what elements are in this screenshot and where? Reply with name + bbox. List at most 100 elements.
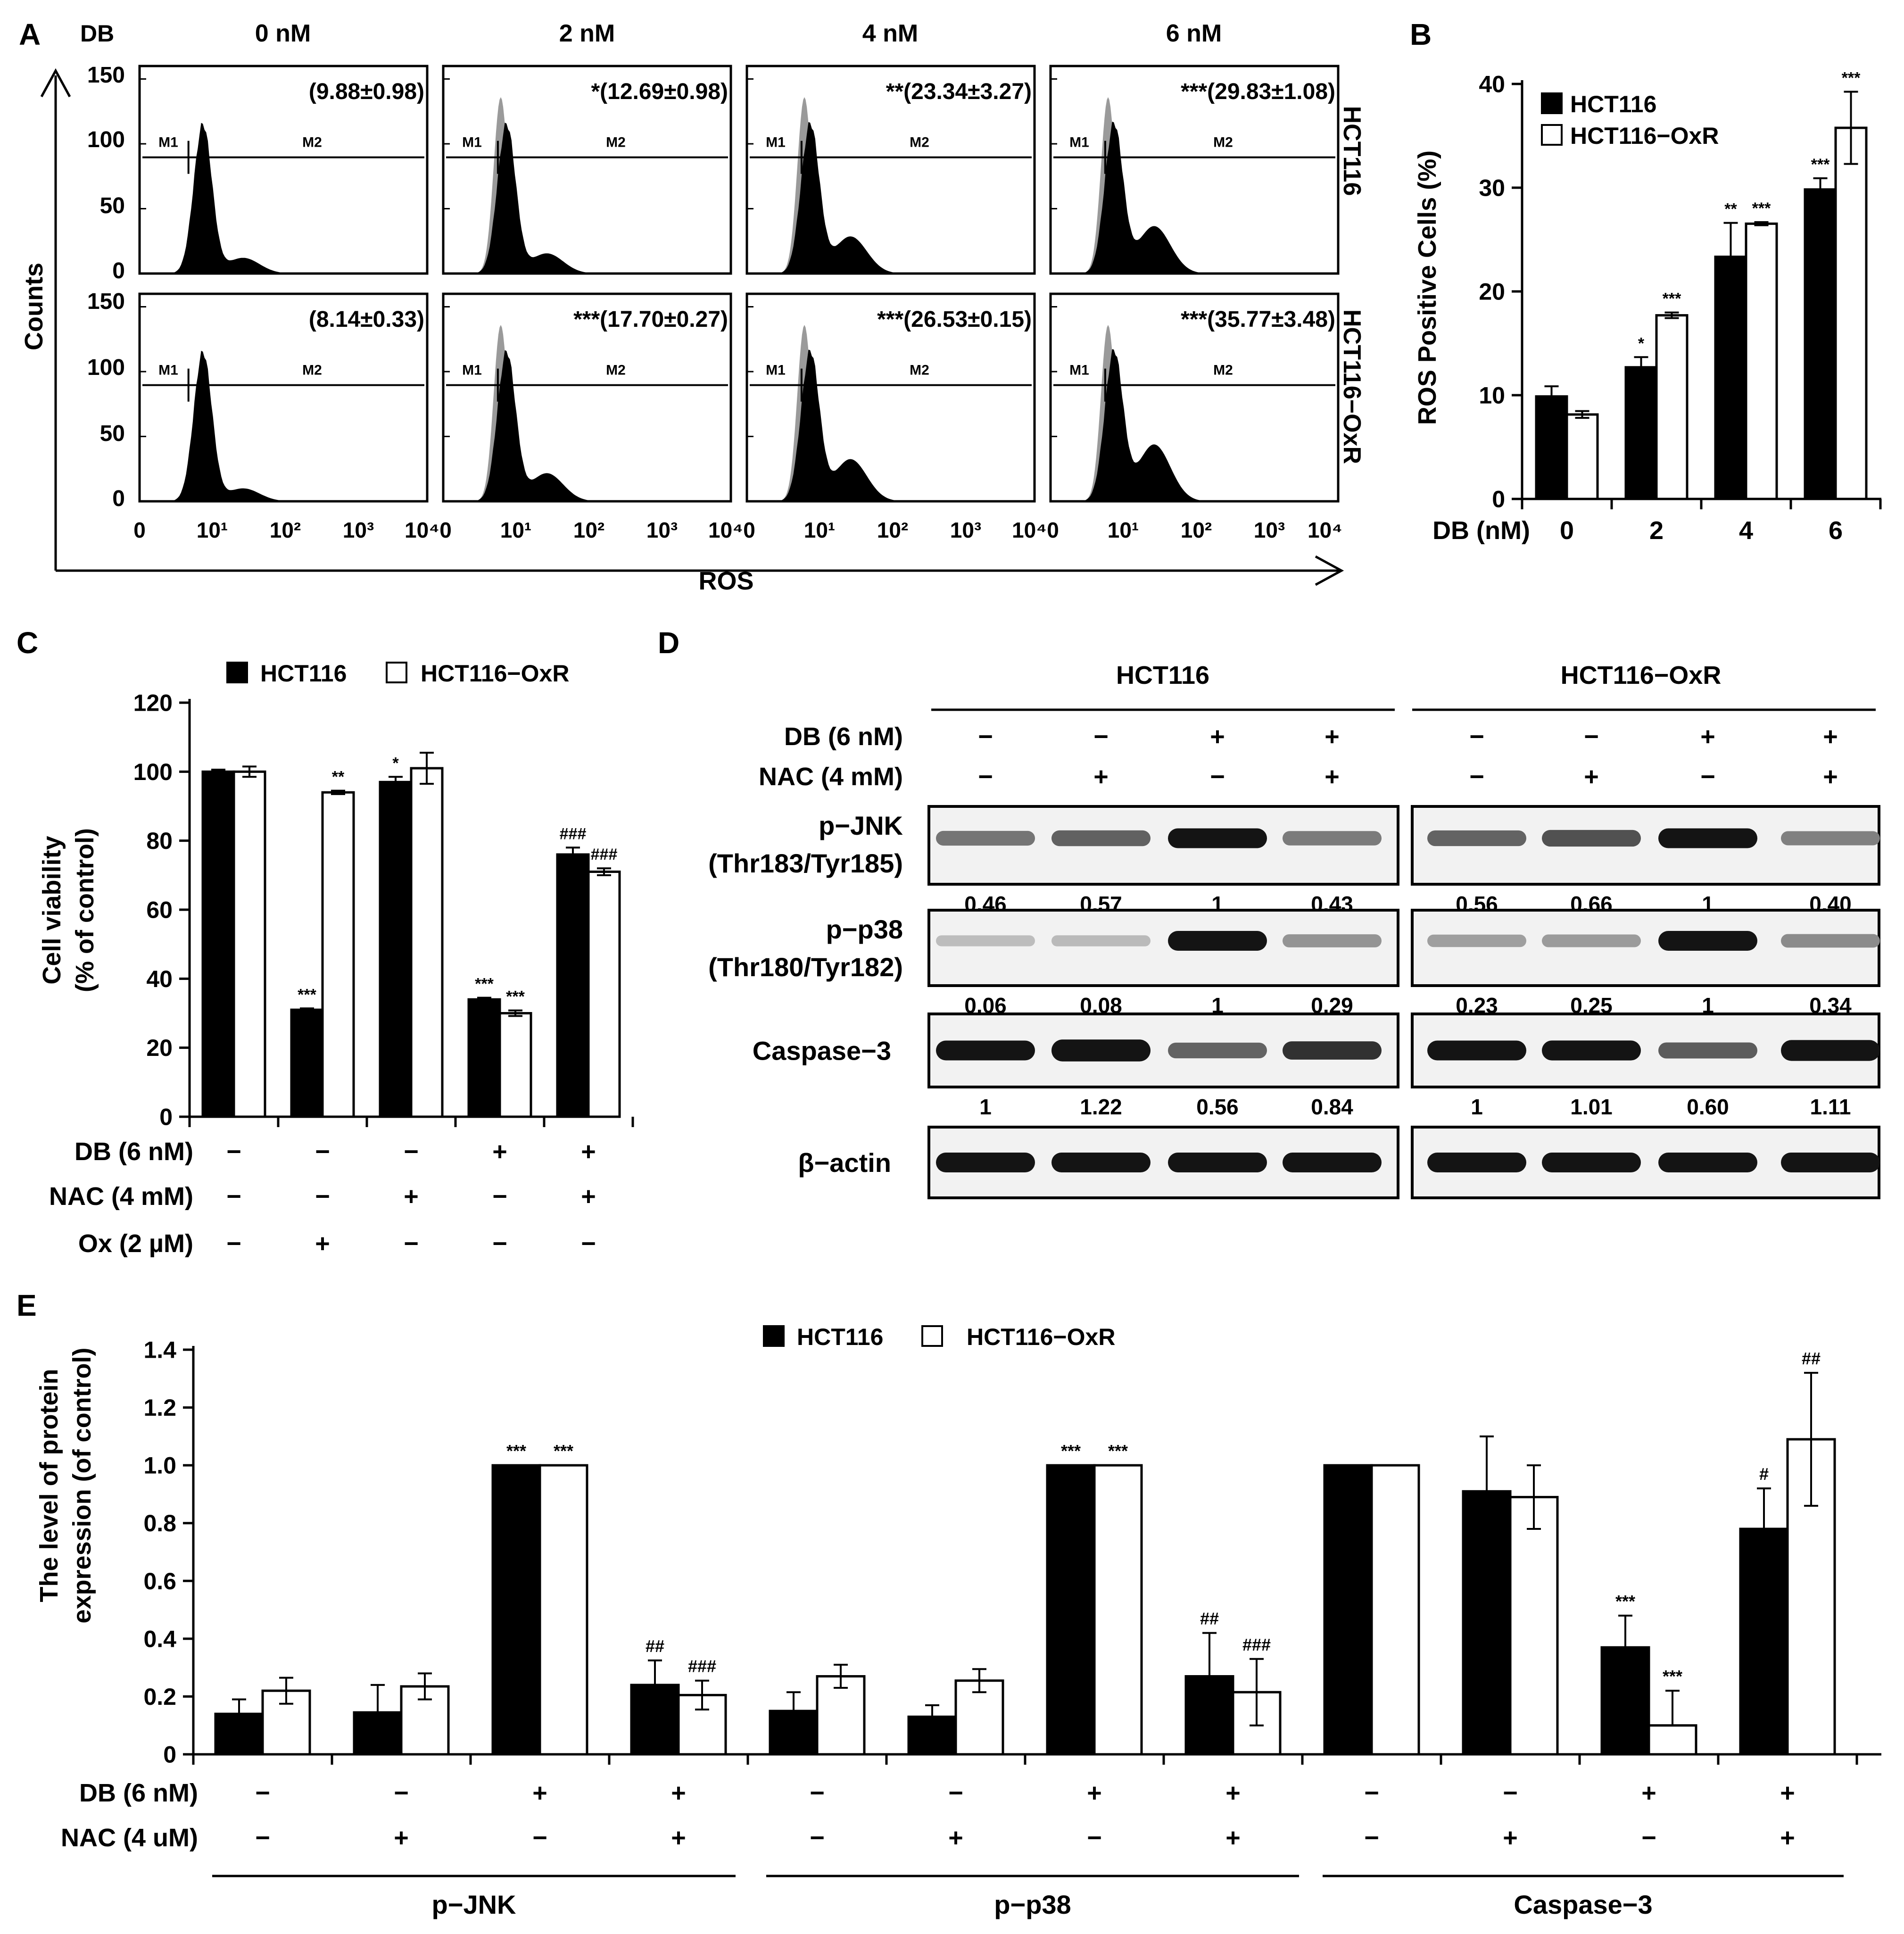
bar-hct116 bbox=[1046, 1464, 1096, 1756]
a-xtick: 10³ bbox=[950, 518, 981, 542]
d-protein-band bbox=[1542, 1153, 1641, 1172]
significance-mark: ## bbox=[646, 1636, 664, 1656]
bar-hct116 bbox=[907, 1715, 957, 1756]
significance-mark: ** bbox=[1724, 200, 1737, 218]
flow-gate-label-m2: M2 bbox=[910, 363, 929, 378]
a-row1-ytick-100: 100 bbox=[87, 355, 125, 380]
significance-mark: * bbox=[1638, 334, 1645, 352]
bar-hct116 bbox=[201, 770, 235, 1118]
d-protein-band bbox=[1051, 935, 1151, 946]
d-protein-band bbox=[1051, 1039, 1151, 1062]
e-condition-sign: + bbox=[1225, 1824, 1241, 1852]
a-xtick: 0 bbox=[1047, 518, 1059, 542]
d-group-title-hct116-oxr: HCT116−OxR bbox=[1561, 661, 1722, 689]
bar-hct116-oxr bbox=[410, 767, 444, 1118]
y-tick-label: 1.4 bbox=[143, 1337, 176, 1363]
d-protein-band bbox=[1427, 1040, 1526, 1061]
a-xtick: 10⁴ bbox=[708, 518, 743, 542]
flow-histogram bbox=[162, 123, 364, 274]
significance-mark: ## bbox=[1200, 1609, 1219, 1628]
bar-hct116-oxr bbox=[1745, 222, 1778, 500]
d-protein-band bbox=[1658, 1042, 1757, 1059]
a-row0-ytick-150: 150 bbox=[87, 63, 125, 88]
bar-hct116 bbox=[290, 1008, 324, 1118]
c-legend-label-hct116-oxr: HCT116−OxR bbox=[421, 660, 569, 687]
significance-mark: *** bbox=[298, 986, 316, 1004]
db-header-label: DB bbox=[80, 20, 114, 47]
c-condition-sign: + bbox=[581, 1182, 596, 1211]
a-xtick: 10³ bbox=[646, 518, 678, 542]
d-protein-band bbox=[1781, 1040, 1880, 1061]
panel-a-y-label: Counts bbox=[20, 263, 48, 350]
d-protein-band bbox=[1427, 830, 1526, 847]
a-xtick: 10⁴ bbox=[1012, 518, 1047, 542]
panel-c-y-label-line2: (% of control) bbox=[71, 828, 99, 992]
y-tick-label: 10 bbox=[1479, 382, 1505, 409]
d-protein-band bbox=[1658, 1153, 1757, 1172]
significance-mark: *** bbox=[1108, 1441, 1128, 1461]
d-band-quant: 0.60 bbox=[1687, 1095, 1729, 1119]
bar-hct116 bbox=[1714, 256, 1747, 500]
d-group-title-hct116: HCT116 bbox=[1116, 661, 1209, 689]
d-condition-sign: + bbox=[1325, 722, 1340, 751]
e-condition-sign: + bbox=[1503, 1824, 1518, 1852]
y-tick-label: 0 bbox=[1492, 486, 1505, 513]
c-condition-sign: − bbox=[492, 1182, 507, 1211]
e-condition-sign: + bbox=[394, 1824, 409, 1852]
a-xticks-col3: 0 10¹ 10² 10³ 10⁴ bbox=[1047, 518, 1342, 542]
y-tick-label: 80 bbox=[146, 828, 173, 854]
d-protein-band bbox=[1542, 934, 1641, 947]
flow-gate-label-m2: M2 bbox=[1213, 363, 1233, 378]
y-tick-label: 120 bbox=[133, 690, 173, 716]
e-legend-swatch-hct116-oxr bbox=[921, 1325, 943, 1347]
bar-hct116 bbox=[214, 1712, 264, 1756]
a-annot-r1-c2: ***(26.53±0.15) bbox=[877, 307, 1032, 332]
b-x-category-label: 2 bbox=[1649, 516, 1664, 545]
bar-hct116-oxr bbox=[1565, 413, 1599, 500]
bar-hct116 bbox=[1323, 1464, 1373, 1756]
d-condition-sign: + bbox=[1584, 763, 1599, 791]
d-band-quant: 1.22 bbox=[1080, 1095, 1122, 1119]
d-band-quant: 0.84 bbox=[1311, 1095, 1353, 1119]
significance-mark: *** bbox=[506, 1441, 526, 1461]
bar-hct116-oxr bbox=[1655, 314, 1689, 500]
c-condition-sign: − bbox=[404, 1137, 419, 1166]
d-blot-label: (Thr183/Tyr185) bbox=[708, 848, 903, 878]
d-condition-sign: − bbox=[978, 763, 993, 791]
panel-e-condition-table: DB (6 nM) − − + + − − + + − − + + NAC (4 uM) − + − + − + − + −… bbox=[61, 1779, 1844, 1919]
e-condition-sign: − bbox=[1087, 1824, 1102, 1852]
e-group-label: p−p38 bbox=[994, 1890, 1071, 1919]
d-protein-band bbox=[1051, 1153, 1151, 1172]
a-annot-r1-c1: ***(17.70±0.27) bbox=[573, 307, 728, 332]
bar-hct116 bbox=[630, 1684, 680, 1756]
panel-e-plot-area: 0 0.2 0.4 0.6 0.8 1.0 1.2 1.4 *** ## *** ## *** # *** #… bbox=[143, 1337, 1881, 1768]
bar-hct116 bbox=[379, 780, 413, 1118]
y-tick-label: 30 bbox=[1479, 175, 1505, 201]
panel-c-letter: C bbox=[17, 626, 38, 660]
bar-hct116-oxr bbox=[587, 871, 621, 1118]
d-condition-sign: + bbox=[1823, 763, 1838, 791]
significance-mark: ## bbox=[1802, 1349, 1821, 1368]
y-tick-label: 20 bbox=[1479, 279, 1505, 305]
a-xtick: 10³ bbox=[343, 518, 374, 542]
c-condition-row-label: Ox (2 µM) bbox=[78, 1229, 193, 1258]
a-annot-r0-c0: (9.88±0.98) bbox=[309, 79, 424, 104]
panel-a-x-label: ROS bbox=[698, 567, 753, 595]
d-condition-sign: − bbox=[1210, 763, 1225, 791]
y-tick-label: 20 bbox=[146, 1035, 173, 1061]
a-xtick: 10¹ bbox=[197, 518, 228, 542]
flow-gate-label-m2: M2 bbox=[606, 135, 626, 150]
e-group-label: Caspase−3 bbox=[1514, 1890, 1652, 1919]
significance-mark: ### bbox=[591, 846, 618, 863]
a-xticks-col1: 0 10¹ 10² 10³ 10⁴ bbox=[439, 518, 743, 542]
panel-d-letter: D bbox=[658, 626, 679, 660]
d-condition-sign: − bbox=[978, 722, 993, 751]
d-protein-band bbox=[1051, 830, 1151, 847]
c-condition-row-label: DB (6 nM) bbox=[75, 1137, 193, 1166]
d-blot-frame bbox=[1411, 909, 1880, 987]
e-condition-sign: + bbox=[671, 1824, 686, 1852]
e-condition-sign: + bbox=[1780, 1779, 1795, 1807]
a-annot-r0-c1: *(12.69±0.98) bbox=[591, 79, 728, 104]
d-protein-band bbox=[936, 1040, 1035, 1061]
